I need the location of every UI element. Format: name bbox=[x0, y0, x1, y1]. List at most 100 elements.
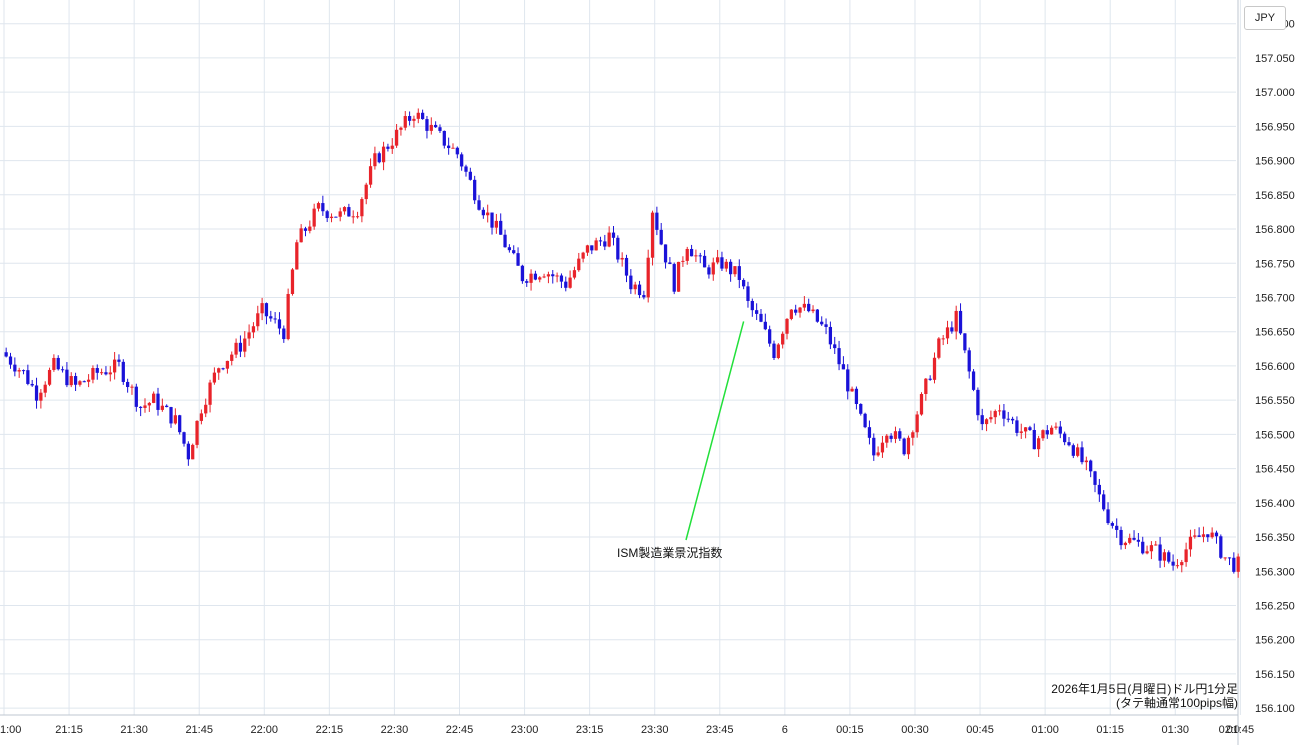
candle-body bbox=[286, 293, 290, 340]
candle bbox=[208, 379, 212, 413]
candle-body bbox=[191, 444, 195, 460]
candle-body bbox=[1180, 562, 1184, 566]
candle bbox=[1071, 443, 1075, 459]
candle-body bbox=[169, 407, 173, 424]
candle bbox=[1041, 429, 1045, 441]
candle bbox=[655, 206, 659, 236]
candle bbox=[477, 195, 481, 211]
candle bbox=[156, 387, 160, 416]
candle-body bbox=[941, 338, 945, 340]
candle bbox=[728, 259, 733, 282]
candle-body bbox=[412, 118, 416, 121]
candle bbox=[99, 368, 104, 376]
candle-body bbox=[893, 431, 898, 439]
candle bbox=[663, 244, 668, 269]
candle-body bbox=[633, 284, 637, 290]
candle-body bbox=[204, 404, 208, 414]
candle bbox=[815, 309, 820, 323]
candle bbox=[715, 249, 720, 265]
candle-body bbox=[928, 378, 932, 380]
candle-body bbox=[342, 207, 347, 212]
candle bbox=[911, 430, 915, 446]
candle-body bbox=[820, 321, 824, 325]
candle bbox=[260, 297, 264, 321]
candle bbox=[694, 249, 698, 262]
candle-body bbox=[620, 257, 624, 260]
candle-body bbox=[247, 332, 251, 339]
candle-body bbox=[850, 388, 854, 392]
candle bbox=[407, 111, 412, 126]
candle-body bbox=[256, 313, 260, 327]
candle bbox=[351, 210, 355, 224]
y-tick-label: 156.800 bbox=[1255, 224, 1295, 236]
candle-body bbox=[78, 381, 82, 385]
candle bbox=[776, 343, 780, 360]
candle-body bbox=[798, 307, 802, 313]
candle-body bbox=[811, 309, 815, 312]
candle-body bbox=[642, 295, 646, 298]
candle bbox=[1201, 526, 1206, 543]
candle bbox=[334, 216, 338, 218]
candle-body bbox=[824, 324, 828, 327]
candle bbox=[898, 428, 902, 442]
candle bbox=[954, 305, 958, 340]
candle-body bbox=[776, 344, 780, 359]
candle-body bbox=[82, 381, 86, 383]
candle bbox=[572, 266, 577, 280]
candle-body bbox=[872, 437, 876, 456]
candle bbox=[880, 435, 885, 458]
candle bbox=[585, 244, 590, 256]
candle bbox=[932, 352, 937, 384]
candle-body bbox=[837, 348, 841, 365]
candle bbox=[629, 269, 633, 294]
candle bbox=[230, 351, 234, 366]
candle bbox=[1149, 541, 1154, 560]
y-tick-label: 156.550 bbox=[1255, 395, 1295, 407]
candle bbox=[303, 226, 308, 237]
candle-body bbox=[30, 383, 34, 386]
x-tick-label: 1:00 bbox=[0, 724, 21, 736]
candle bbox=[945, 320, 950, 345]
candle-body bbox=[802, 303, 806, 308]
candle bbox=[69, 372, 73, 388]
candle-body bbox=[1032, 429, 1036, 450]
candle-body bbox=[152, 393, 156, 403]
candle bbox=[499, 213, 503, 235]
candle bbox=[529, 269, 533, 291]
candle bbox=[460, 152, 464, 171]
candle-body bbox=[689, 248, 694, 257]
candle-body bbox=[1019, 431, 1023, 433]
candle-body bbox=[1227, 557, 1232, 559]
candle bbox=[1036, 435, 1041, 457]
candle bbox=[915, 411, 919, 438]
candle-body bbox=[277, 319, 282, 329]
candle bbox=[1162, 549, 1167, 568]
candle-body bbox=[733, 266, 737, 275]
candle-body bbox=[989, 417, 993, 420]
candle-body bbox=[555, 275, 559, 277]
candle-body bbox=[828, 326, 833, 345]
candle bbox=[820, 316, 824, 326]
candle-body bbox=[1232, 557, 1236, 572]
candle-body bbox=[1023, 427, 1028, 432]
candle bbox=[833, 336, 837, 355]
candle-body bbox=[1154, 544, 1158, 546]
candle-body bbox=[854, 388, 859, 405]
candle-body bbox=[34, 385, 39, 401]
candle-body bbox=[924, 378, 928, 395]
currency-button[interactable]: JPY bbox=[1244, 6, 1286, 30]
y-tick-label: 156.450 bbox=[1255, 464, 1295, 476]
x-tick-label: 23:30 bbox=[641, 724, 669, 736]
candle-body bbox=[1015, 420, 1019, 433]
candle bbox=[1219, 534, 1223, 560]
candle bbox=[165, 404, 169, 408]
candle-body bbox=[1193, 535, 1197, 537]
candle-body bbox=[1041, 430, 1045, 439]
candle-body bbox=[585, 245, 590, 253]
candle-body bbox=[525, 281, 529, 283]
x-tick-label: 22:00 bbox=[251, 724, 279, 736]
candle-body bbox=[1054, 426, 1058, 428]
candle bbox=[104, 366, 108, 376]
candle-body bbox=[312, 208, 316, 227]
candle bbox=[1010, 416, 1015, 425]
